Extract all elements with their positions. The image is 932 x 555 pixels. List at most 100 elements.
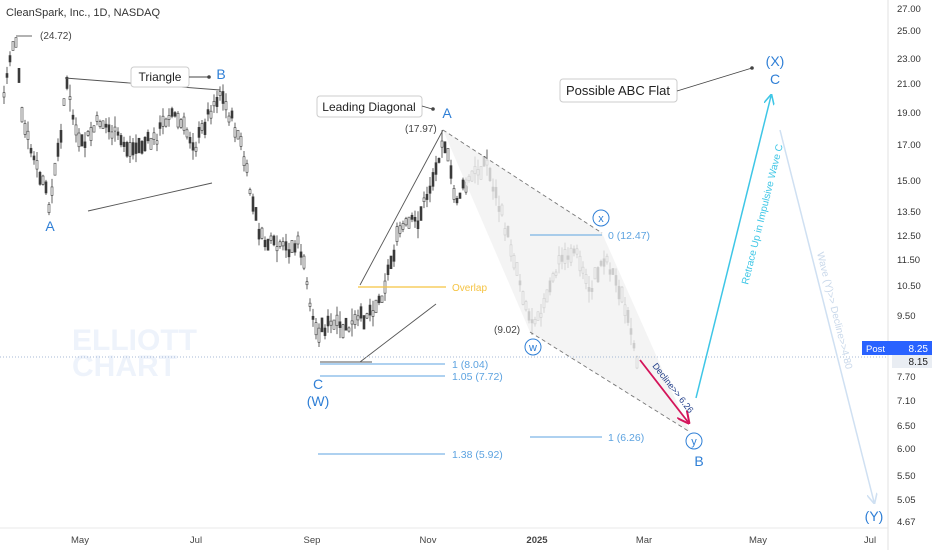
price-tick-label: 21.00 xyxy=(897,79,921,90)
abc-flat-pointer xyxy=(676,67,753,92)
time-axis[interactable]: May Jul Sep Nov 2025 Mar May Jul xyxy=(71,535,876,546)
price-tick-label: 13.50 xyxy=(897,207,921,218)
candle-body xyxy=(422,197,426,203)
candle-body xyxy=(371,310,375,317)
candle-body xyxy=(452,188,456,200)
candle-body xyxy=(254,207,258,221)
candle-body xyxy=(305,281,309,286)
candle-body xyxy=(2,92,6,98)
candle-body xyxy=(215,97,219,107)
candle-body xyxy=(329,320,333,326)
candle-body xyxy=(248,189,252,195)
candle-body xyxy=(365,313,369,319)
time-tick-label: Mar xyxy=(636,535,652,546)
candle-body xyxy=(140,141,144,154)
candle-body xyxy=(5,73,9,78)
candle-body xyxy=(80,134,84,147)
time-tick-label: Jul xyxy=(190,535,202,546)
price-tick-label: 11.50 xyxy=(897,255,920,266)
candle-body xyxy=(8,55,12,63)
watermark: ELLIOTT CHART xyxy=(72,324,197,383)
candle-body xyxy=(179,119,183,128)
fib-lines xyxy=(318,234,602,455)
candle-body xyxy=(209,110,213,119)
candle-body xyxy=(368,304,372,316)
annotation-triangle: Triangle xyxy=(130,66,211,88)
candle-body xyxy=(206,109,210,115)
low-902-label: (9.02) xyxy=(494,325,520,336)
candle-body xyxy=(182,116,186,131)
candle-body xyxy=(311,315,315,320)
candle-body xyxy=(275,246,279,252)
watermark-line-2: CHART xyxy=(72,350,177,383)
annotation-abc-flat: Possible ABC Flat xyxy=(559,66,754,103)
triangle-pointer-dot xyxy=(207,75,211,79)
candle-body xyxy=(323,327,327,336)
candle-body xyxy=(56,142,60,157)
leading-diagonal-box xyxy=(316,95,423,118)
candle-body xyxy=(320,317,324,333)
candle-body xyxy=(185,129,189,138)
candle-body xyxy=(137,137,141,154)
candle-body xyxy=(29,147,33,154)
candle-body xyxy=(392,249,396,262)
candle-body xyxy=(194,146,198,152)
price-tick-label: 27.00 xyxy=(897,4,921,15)
wave-circle-labels: w x y xyxy=(528,213,697,448)
candle-body xyxy=(119,135,123,146)
price-tick-label: 17.00 xyxy=(897,140,921,151)
candle-body xyxy=(158,122,162,129)
candle-body xyxy=(389,255,393,270)
candle-body xyxy=(125,142,129,157)
candle-body xyxy=(149,137,153,150)
price-tick-label: 25.00 xyxy=(897,26,921,37)
candle-body xyxy=(11,41,15,51)
candle-body xyxy=(374,299,378,314)
candle-body xyxy=(146,131,150,142)
price-labels: (24.72) (17.97) (9.02) xyxy=(40,31,520,336)
candle-body xyxy=(251,196,255,212)
candle-body xyxy=(74,124,78,136)
leading-diagonal-label: Leading Diagonal xyxy=(322,100,415,114)
wave-a-nov-label: A xyxy=(442,105,452,121)
candle-body xyxy=(77,132,81,148)
candle-body xyxy=(68,96,72,101)
candle-body xyxy=(263,239,267,248)
price-axis[interactable]: 27.00 25.00 23.00 21.00 19.00 17.00 15.00 13.50… xyxy=(897,4,921,528)
wave-y-projection-arrow xyxy=(779,129,874,502)
candle-body xyxy=(353,314,357,325)
candle-body xyxy=(38,171,42,185)
price-tick-label: 15.00 xyxy=(897,176,921,187)
candle-body xyxy=(293,243,297,253)
candle-body xyxy=(347,327,351,332)
time-tick-label: May xyxy=(71,535,89,546)
candle-body xyxy=(287,249,291,258)
candle-body xyxy=(239,136,243,147)
candle-body xyxy=(446,148,450,162)
candle-body xyxy=(224,101,228,111)
candle-body xyxy=(440,140,444,148)
wave-c-projected-label: C xyxy=(770,71,780,87)
price-tick-label: 7.10 xyxy=(897,396,916,407)
candle-body xyxy=(443,141,447,154)
candle-body xyxy=(203,121,207,135)
candle-body xyxy=(128,142,132,157)
candle-body xyxy=(386,264,390,275)
candle-body xyxy=(62,98,66,106)
candle-body xyxy=(152,132,156,140)
candle-body xyxy=(50,186,54,196)
candle-body xyxy=(230,110,234,119)
price-tick-label: 10.50 xyxy=(897,281,921,292)
candle-body xyxy=(218,91,222,96)
candle-body xyxy=(32,155,36,161)
post-badge-bg xyxy=(862,341,932,355)
wave-y-decline-label: Wave (Y)>> Decline>>4.80 xyxy=(814,251,854,371)
candle-body xyxy=(65,76,69,89)
high-1797-label: (17.97) xyxy=(405,124,437,135)
channel-lower-line xyxy=(529,331,691,433)
fib-labels: 0 (12.47) 1 (8.04) 1.05 (7.72) 1 (6.26) … xyxy=(452,230,650,461)
candle-body xyxy=(14,37,18,48)
price-tick-label: 4.67 xyxy=(897,517,916,528)
candle-body xyxy=(191,142,195,151)
